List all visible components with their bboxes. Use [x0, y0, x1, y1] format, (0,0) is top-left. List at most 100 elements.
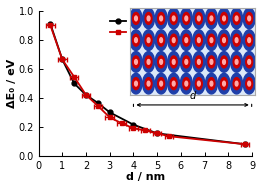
Ellipse shape — [243, 8, 255, 29]
Ellipse shape — [210, 38, 213, 43]
Ellipse shape — [198, 38, 200, 43]
Ellipse shape — [170, 56, 177, 68]
Ellipse shape — [183, 12, 190, 24]
Ellipse shape — [172, 16, 175, 21]
Ellipse shape — [198, 60, 200, 64]
Ellipse shape — [143, 52, 155, 72]
Ellipse shape — [168, 8, 180, 29]
Ellipse shape — [195, 56, 202, 68]
Ellipse shape — [243, 52, 255, 72]
Ellipse shape — [221, 12, 227, 24]
Theory — [167, 135, 171, 137]
Ellipse shape — [130, 8, 142, 29]
Ellipse shape — [223, 81, 225, 86]
Ellipse shape — [145, 12, 152, 24]
Ellipse shape — [143, 73, 155, 94]
X-axis label: d / nm: d / nm — [126, 172, 165, 182]
Ellipse shape — [248, 38, 250, 43]
Ellipse shape — [246, 56, 253, 68]
Ellipse shape — [218, 73, 230, 94]
Ellipse shape — [133, 56, 139, 68]
Ellipse shape — [195, 12, 202, 24]
Ellipse shape — [243, 30, 255, 50]
Ellipse shape — [155, 52, 167, 72]
Ellipse shape — [130, 73, 142, 94]
Ellipse shape — [205, 73, 217, 94]
Ellipse shape — [210, 16, 213, 21]
Exp. — [84, 94, 88, 96]
Ellipse shape — [248, 16, 250, 21]
Ellipse shape — [210, 81, 213, 86]
Ellipse shape — [147, 60, 150, 64]
Ellipse shape — [205, 30, 217, 50]
Ellipse shape — [158, 56, 165, 68]
Ellipse shape — [143, 8, 155, 29]
Theory — [108, 116, 111, 119]
Ellipse shape — [235, 16, 238, 21]
Exp. — [61, 58, 64, 61]
Ellipse shape — [208, 56, 215, 68]
Ellipse shape — [193, 30, 205, 50]
Ellipse shape — [170, 34, 177, 46]
Ellipse shape — [172, 38, 175, 43]
Ellipse shape — [248, 81, 250, 86]
Ellipse shape — [172, 81, 175, 86]
Ellipse shape — [145, 56, 152, 68]
Ellipse shape — [185, 60, 188, 64]
Ellipse shape — [223, 16, 225, 21]
Legend: Exp., Theory: Exp., Theory — [108, 15, 162, 39]
Ellipse shape — [221, 56, 227, 68]
Ellipse shape — [193, 73, 205, 94]
Ellipse shape — [231, 30, 243, 50]
Ellipse shape — [183, 56, 190, 68]
Ellipse shape — [133, 78, 139, 90]
Ellipse shape — [233, 34, 240, 46]
Ellipse shape — [135, 60, 137, 64]
Theory — [61, 58, 64, 61]
Ellipse shape — [235, 81, 238, 86]
Ellipse shape — [218, 52, 230, 72]
Ellipse shape — [208, 34, 215, 46]
Ellipse shape — [235, 38, 238, 43]
Theory — [73, 76, 76, 78]
Ellipse shape — [160, 60, 162, 64]
Ellipse shape — [221, 78, 227, 90]
Ellipse shape — [246, 78, 253, 90]
Ellipse shape — [170, 78, 177, 90]
Theory — [96, 105, 99, 107]
Ellipse shape — [130, 52, 142, 72]
Ellipse shape — [130, 30, 142, 50]
Line: Exp.: Exp. — [48, 22, 247, 147]
Ellipse shape — [193, 8, 205, 29]
Theory — [243, 143, 247, 145]
Ellipse shape — [180, 52, 192, 72]
Exp. — [73, 82, 76, 84]
Ellipse shape — [158, 78, 165, 90]
Ellipse shape — [160, 38, 162, 43]
Ellipse shape — [147, 16, 150, 21]
Ellipse shape — [223, 38, 225, 43]
Line: Theory: Theory — [48, 23, 247, 146]
Ellipse shape — [158, 12, 165, 24]
Ellipse shape — [233, 56, 240, 68]
Ellipse shape — [195, 34, 202, 46]
Ellipse shape — [133, 12, 139, 24]
Ellipse shape — [133, 34, 139, 46]
Ellipse shape — [170, 12, 177, 24]
Ellipse shape — [145, 78, 152, 90]
Exp. — [156, 132, 159, 135]
Ellipse shape — [246, 12, 253, 24]
Ellipse shape — [147, 81, 150, 86]
Ellipse shape — [210, 60, 213, 64]
Ellipse shape — [180, 73, 192, 94]
Ellipse shape — [231, 52, 243, 72]
Ellipse shape — [160, 81, 162, 86]
Ellipse shape — [168, 73, 180, 94]
Ellipse shape — [168, 52, 180, 72]
Ellipse shape — [248, 60, 250, 64]
Ellipse shape — [208, 12, 215, 24]
Ellipse shape — [205, 52, 217, 72]
Exp. — [96, 102, 99, 104]
Ellipse shape — [246, 34, 253, 46]
Ellipse shape — [145, 34, 152, 46]
